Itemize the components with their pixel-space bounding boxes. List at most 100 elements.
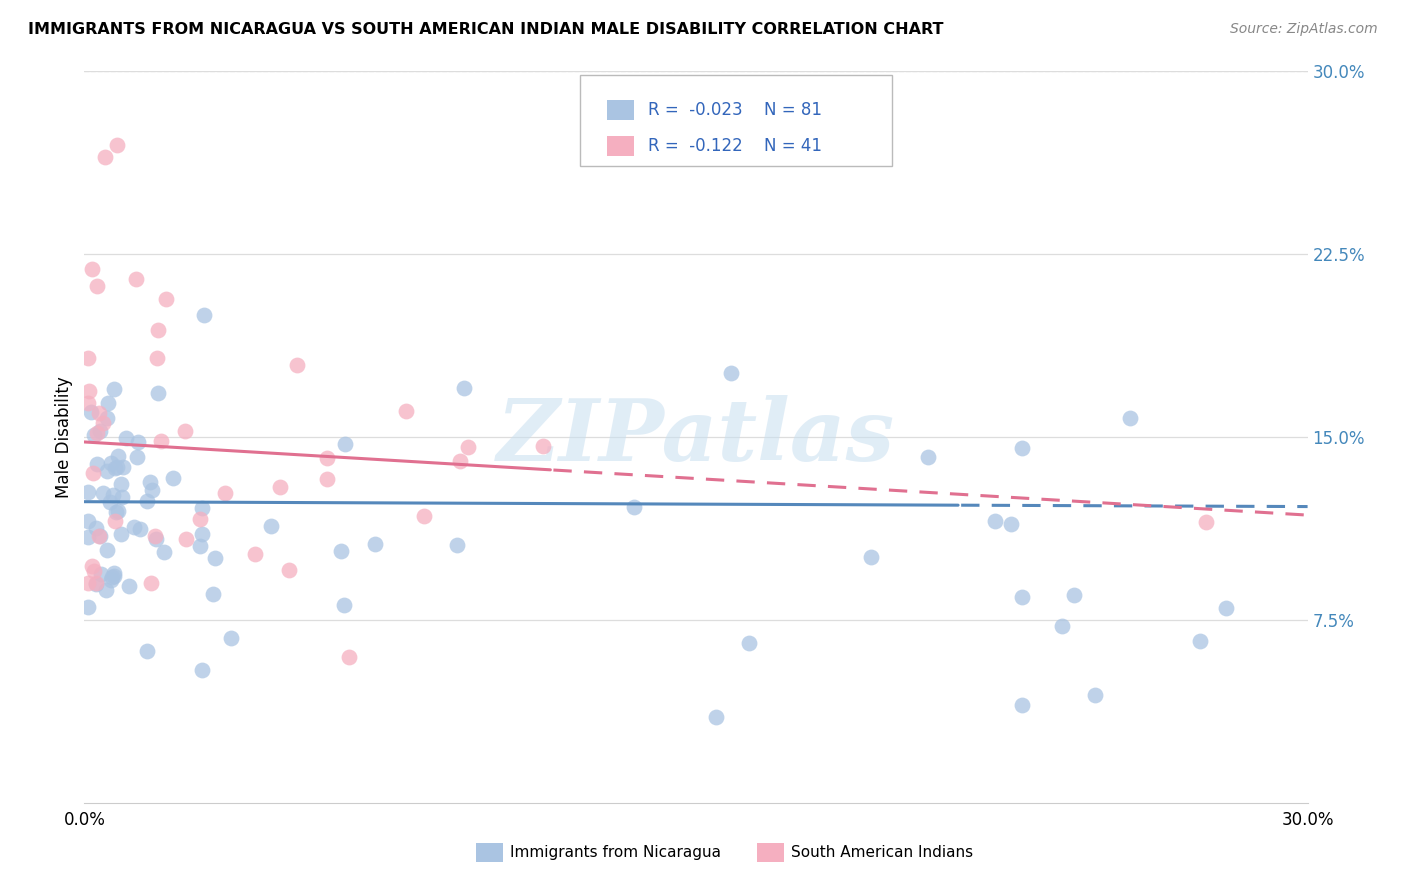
Point xyxy=(77,351,100,366)
Point xyxy=(93,150,115,164)
Point xyxy=(141,483,163,497)
Point xyxy=(446,538,468,552)
Point xyxy=(77,384,100,398)
Point xyxy=(1063,588,1085,602)
Point xyxy=(84,577,107,591)
Text: N = 41: N = 41 xyxy=(765,137,823,155)
Point xyxy=(1011,591,1033,605)
Point xyxy=(190,527,212,541)
Point xyxy=(188,512,211,526)
Point xyxy=(100,456,122,470)
Point xyxy=(146,323,169,337)
Point xyxy=(153,545,176,559)
Point xyxy=(77,530,100,544)
Point xyxy=(97,396,120,410)
Point xyxy=(150,434,173,448)
Point xyxy=(96,543,118,558)
Point xyxy=(96,464,118,478)
Point xyxy=(316,450,339,465)
Point xyxy=(104,461,127,475)
Point xyxy=(129,523,152,537)
Point xyxy=(89,529,111,543)
Point xyxy=(80,559,103,574)
Point xyxy=(364,537,387,551)
Text: R =  -0.023: R = -0.023 xyxy=(648,101,742,120)
Point xyxy=(1215,600,1237,615)
Point xyxy=(193,308,215,322)
Point xyxy=(105,459,128,474)
Text: IMMIGRANTS FROM NICARAGUA VS SOUTH AMERICAN INDIAN MALE DISABILITY CORRELATION C: IMMIGRANTS FROM NICARAGUA VS SOUTH AMERI… xyxy=(28,22,943,37)
Point xyxy=(82,261,104,276)
Point xyxy=(214,486,236,500)
Point xyxy=(1011,442,1033,456)
Point xyxy=(449,454,471,468)
Point xyxy=(984,514,1007,528)
Point xyxy=(1011,698,1033,713)
Point xyxy=(90,567,112,582)
Point xyxy=(91,486,114,500)
Point xyxy=(86,426,108,441)
Point xyxy=(139,475,162,490)
Point xyxy=(80,405,103,419)
Point xyxy=(337,649,360,664)
Text: South American Indians: South American Indians xyxy=(792,845,973,860)
Point xyxy=(112,460,135,475)
Point xyxy=(329,543,352,558)
Point xyxy=(86,279,108,293)
Point xyxy=(89,406,111,420)
Point xyxy=(531,439,554,453)
Point xyxy=(77,599,100,614)
Bar xyxy=(606,136,634,156)
Point xyxy=(174,532,197,546)
Point xyxy=(86,457,108,471)
Point xyxy=(83,428,105,442)
Point xyxy=(1195,516,1218,530)
Point xyxy=(105,506,128,520)
Point xyxy=(1050,619,1073,633)
Bar xyxy=(758,844,785,862)
Point xyxy=(155,292,177,306)
Point xyxy=(104,514,127,528)
Point xyxy=(315,472,337,486)
Point xyxy=(91,417,114,431)
Point xyxy=(623,500,645,515)
Point xyxy=(77,395,100,409)
Point xyxy=(145,532,167,546)
Point xyxy=(135,644,157,658)
Point xyxy=(1188,634,1211,648)
Point xyxy=(136,494,159,508)
Point xyxy=(146,351,169,365)
Point xyxy=(115,430,138,444)
Point xyxy=(77,576,100,591)
Point xyxy=(720,366,742,380)
Point xyxy=(100,570,122,584)
Point xyxy=(103,566,125,580)
Bar xyxy=(475,844,503,862)
Point xyxy=(103,382,125,396)
Point xyxy=(162,470,184,484)
Point xyxy=(190,663,212,677)
Point xyxy=(1084,688,1107,702)
Point xyxy=(453,381,475,395)
Point xyxy=(100,494,122,508)
Point xyxy=(219,631,242,645)
Point xyxy=(277,563,299,577)
Text: Immigrants from Nicaragua: Immigrants from Nicaragua xyxy=(510,845,721,860)
Point xyxy=(269,480,291,494)
Point xyxy=(101,488,124,502)
Point xyxy=(82,466,104,480)
Bar xyxy=(606,100,634,120)
Point xyxy=(77,485,100,500)
Point xyxy=(127,434,149,449)
Point xyxy=(202,587,225,601)
Point xyxy=(77,514,100,528)
Point xyxy=(737,636,759,650)
Point xyxy=(122,519,145,533)
Text: ZIPatlas: ZIPatlas xyxy=(496,395,896,479)
Point xyxy=(110,476,132,491)
Point xyxy=(103,569,125,583)
Point xyxy=(89,529,111,543)
Point xyxy=(395,404,418,418)
Point xyxy=(243,547,266,561)
Point xyxy=(110,526,132,541)
